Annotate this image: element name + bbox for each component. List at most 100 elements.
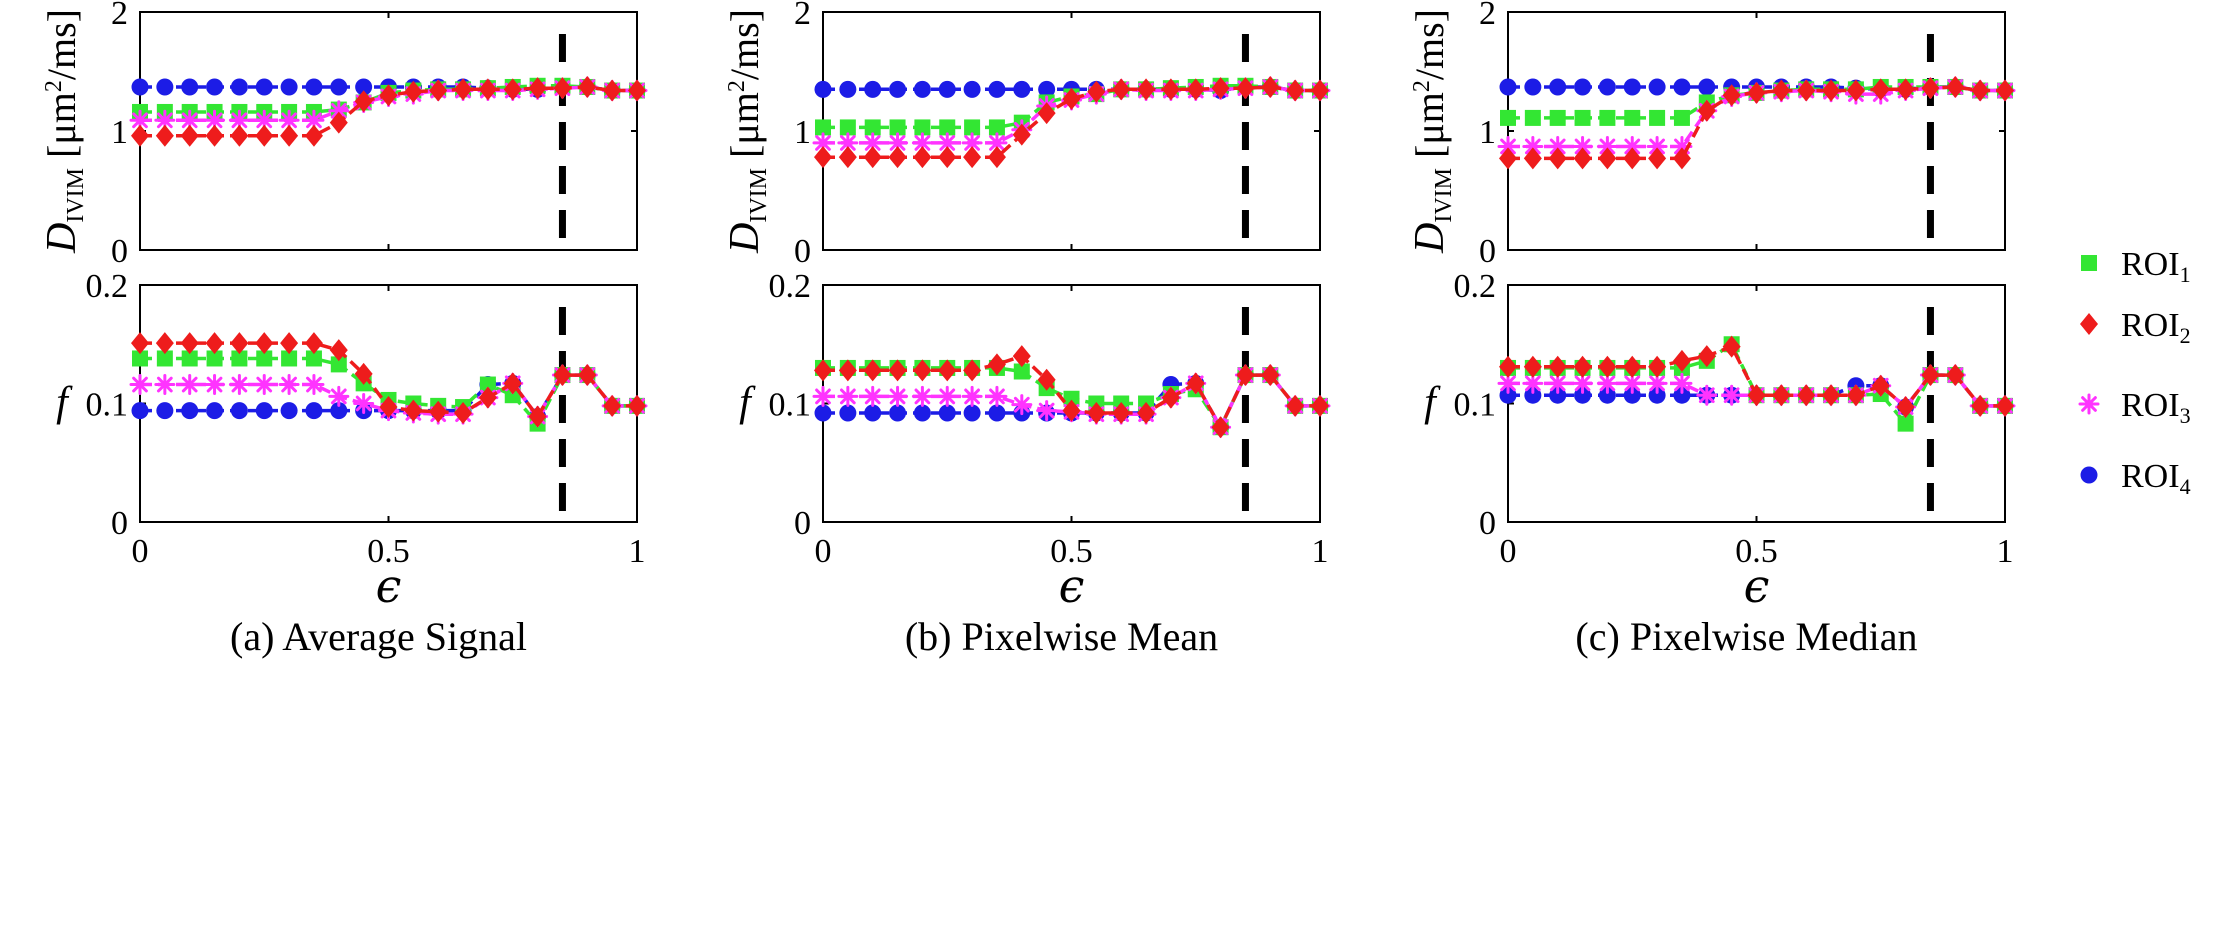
- data-point-roi2: [1523, 355, 1542, 378]
- panel-b-f: 0 0.1 0.2 0 0.5 1 f ϵ(b) Pixelwise Mean: [739, 268, 1331, 659]
- data-point-roi3: [887, 385, 909, 407]
- data-point-roi4: [963, 404, 981, 422]
- data-point-roi2: [503, 78, 522, 101]
- data-point-roi4: [1673, 78, 1691, 96]
- data-point-roi2: [814, 359, 832, 382]
- data-point-roi2: [838, 146, 857, 169]
- data-point-roi3: [253, 374, 275, 396]
- x-tick-label: 0: [815, 533, 832, 570]
- data-point-roi4: [1598, 78, 1616, 96]
- panel-caption: (c) Pixelwise Median: [1575, 614, 1917, 659]
- data-point-roi3: [228, 374, 250, 396]
- x-axis-label: ϵ: [376, 559, 402, 613]
- y-tick-label: 2: [794, 0, 811, 32]
- data-point-roi2: [1747, 81, 1766, 104]
- x-axis-label: ϵ: [1744, 559, 1770, 613]
- data-point-roi2: [553, 77, 572, 100]
- data-point-roi2: [1846, 384, 1865, 407]
- data-point-roi2: [1921, 364, 1940, 387]
- y-tick-label: 2: [111, 0, 128, 32]
- data-point-roi2: [1946, 75, 1965, 98]
- data-point-roi2: [429, 400, 448, 423]
- legend-item-roi2: ROI2: [2080, 307, 2191, 348]
- data-point-roi4: [839, 80, 857, 98]
- data-point-roi2: [628, 79, 646, 102]
- panel-c-f: 0 0.1 0.2 0 0.5 1 f ϵ(c) Pixelwise Median: [1424, 268, 2016, 659]
- data-point-roi4: [1623, 78, 1641, 96]
- data-point-roi2: [354, 362, 373, 385]
- data-point-roi2: [1236, 77, 1255, 100]
- data-point-roi2: [1037, 368, 1056, 391]
- data-point-roi2: [1161, 386, 1180, 409]
- data-point-roi2: [863, 146, 882, 169]
- data-point-roi2: [1161, 78, 1180, 101]
- data-point-roi2: [1286, 79, 1305, 102]
- data-point-roi2: [578, 364, 597, 387]
- data-point-roi4: [1598, 386, 1616, 404]
- data-point-roi4: [255, 78, 273, 96]
- legend-marker-diamond: [2080, 313, 2098, 335]
- legend-item-roi4: ROI4: [2080, 458, 2191, 499]
- data-point-roi2: [454, 401, 473, 424]
- data-point-roi2: [1648, 355, 1667, 378]
- y-tick-label: 0: [794, 505, 811, 542]
- y-axis-label: f: [56, 380, 73, 426]
- legend-label: ROI4: [2121, 458, 2191, 499]
- data-point-roi4: [1524, 78, 1542, 96]
- data-point-roi2: [404, 399, 423, 422]
- data-point-roi3: [179, 374, 201, 396]
- data-point-roi2: [155, 124, 174, 147]
- data-point-roi4: [839, 404, 857, 422]
- y-tick-label: 0: [111, 233, 128, 270]
- data-point-roi2: [478, 386, 497, 409]
- data-point-roi3: [1497, 135, 1519, 157]
- data-point-roi4: [156, 402, 174, 420]
- data-point-roi2: [1896, 78, 1915, 101]
- data-point-roi4: [988, 404, 1006, 422]
- series-line-roi1: [140, 84, 637, 114]
- data-point-roi3: [154, 374, 176, 396]
- y-tick-label: 0.1: [769, 387, 812, 424]
- data-point-roi2: [1996, 394, 2014, 417]
- data-point-roi2: [1499, 355, 1517, 378]
- data-point-roi3: [303, 374, 325, 396]
- data-point-roi3: [129, 374, 151, 396]
- data-point-roi4: [230, 402, 248, 420]
- data-point-roi2: [1896, 396, 1915, 419]
- data-point-roi2: [503, 372, 522, 395]
- data-point-roi2: [379, 396, 398, 419]
- data-point-roi4: [938, 80, 956, 98]
- data-point-roi1: [815, 119, 831, 136]
- data-point-roi2: [1672, 349, 1691, 372]
- data-point-roi4: [181, 402, 199, 420]
- data-point-roi3: [837, 132, 859, 154]
- data-point-roi2: [603, 394, 622, 417]
- data-point-roi2: [1921, 77, 1940, 100]
- data-point-roi4: [889, 80, 907, 98]
- x-tick-label: 1: [629, 533, 646, 570]
- data-point-roi4: [355, 78, 373, 96]
- data-point-roi2: [255, 124, 274, 147]
- data-point-roi2: [603, 79, 622, 102]
- data-point-roi2: [478, 78, 497, 101]
- data-point-roi4: [814, 80, 832, 98]
- y-tick-label: 0: [1479, 505, 1496, 542]
- data-point-roi2: [131, 332, 149, 355]
- data-point-roi2: [938, 146, 957, 169]
- series-roi2: [814, 75, 1329, 169]
- data-point-roi1: [330, 356, 347, 373]
- data-point-roi1: [1649, 109, 1666, 126]
- data-point-roi3: [228, 109, 250, 131]
- data-point-roi4: [1499, 78, 1517, 96]
- data-point-roi2: [553, 364, 572, 387]
- data-point-roi2: [1087, 401, 1106, 424]
- data-point-roi2: [1037, 102, 1056, 125]
- data-point-roi2: [963, 359, 982, 382]
- legend-marker-circle: [2080, 466, 2098, 484]
- data-point-roi2: [1846, 79, 1865, 102]
- y-tick-label: 0.1: [86, 387, 129, 424]
- data-point-roi4: [1673, 386, 1691, 404]
- legend-label: ROI1: [2121, 246, 2191, 287]
- x-tick-label: 0.5: [367, 533, 410, 570]
- data-point-roi3: [1696, 384, 1718, 406]
